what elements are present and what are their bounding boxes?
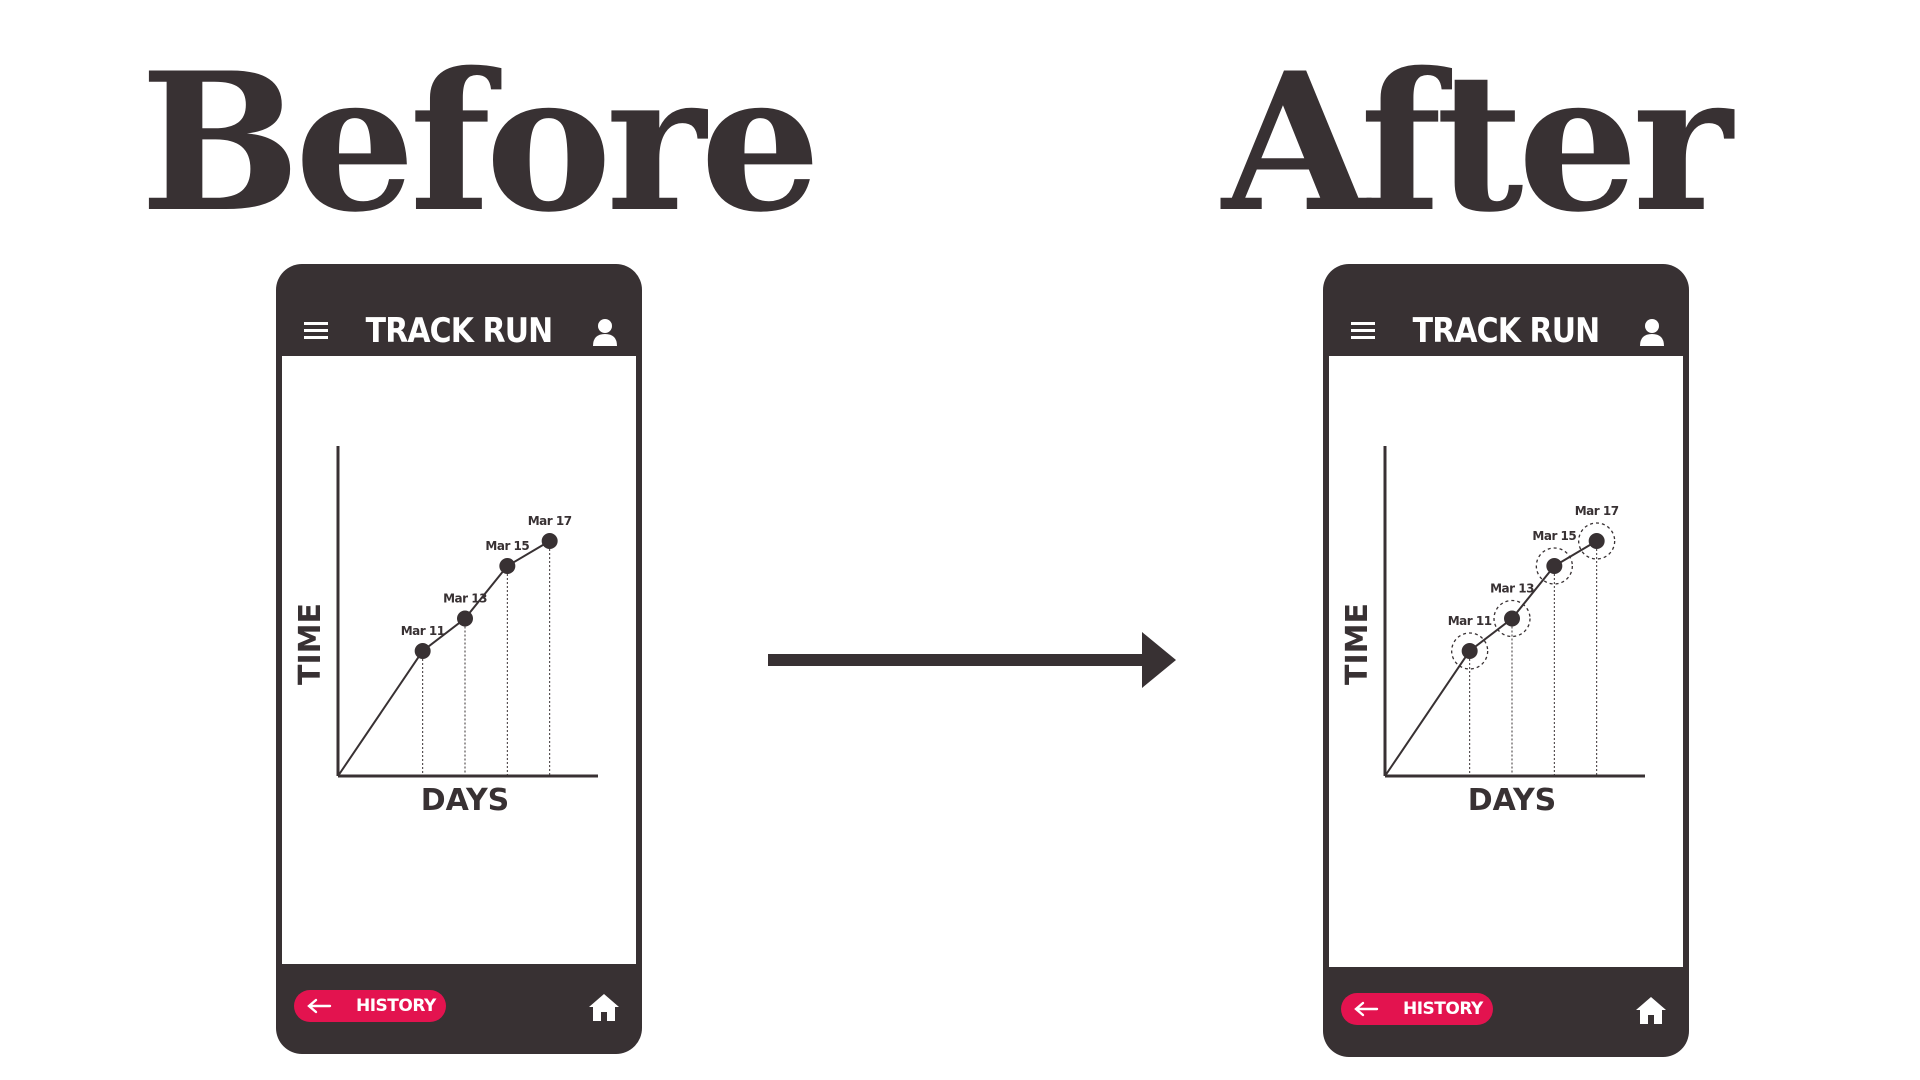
history-button[interactable]: HISTORY: [1341, 993, 1493, 1025]
run-time-chart: Mar 11 Mar 13 Mar 15 Mar 17 DAYS TIME: [1340, 446, 1645, 818]
point-label: Mar 13: [443, 592, 487, 606]
history-button[interactable]: HISTORY: [294, 990, 446, 1022]
point-label: Mar 17: [1575, 504, 1619, 518]
history-label: HISTORY: [1403, 999, 1483, 1019]
x-axis-label: DAYS: [421, 783, 510, 818]
user-icon[interactable]: [1639, 318, 1665, 346]
point-label: Mar 11: [401, 624, 445, 638]
data-point: [1504, 610, 1520, 627]
highlight-ring: [1535, 547, 1573, 585]
menu-icon[interactable]: [1351, 322, 1375, 340]
history-label: HISTORY: [356, 996, 436, 1016]
arrow-left-icon: [1354, 1001, 1379, 1017]
app-title: TRACK RUN: [1412, 311, 1601, 351]
x-axis-label: DAYS: [1468, 783, 1557, 818]
home-icon[interactable]: [1635, 995, 1667, 1025]
phone-mockup-after: TRACK RUN Mar 11 Mar 13 Mar 15 Mar 17 DAYS TI…: [1323, 264, 1689, 1057]
series-line: [337, 540, 551, 777]
app-screen: Mar 11 Mar 13 Mar 15 Mar 17 DAYS TIME: [1329, 356, 1683, 967]
app-title: TRACK RUN: [365, 311, 554, 351]
y-axis-label: TIME: [1340, 603, 1375, 685]
data-point: [1588, 533, 1605, 549]
data-point: [1546, 558, 1563, 574]
point-label: Mar 17: [528, 514, 572, 528]
y-axis-label: TIME: [293, 603, 328, 685]
point-label: Mar 13: [1490, 582, 1534, 596]
app-header: TRACK RUN: [1323, 264, 1689, 356]
highlight-ring: [1578, 522, 1616, 560]
highlight-ring: [1451, 632, 1489, 670]
menu-icon[interactable]: [304, 322, 328, 340]
right-arrow-icon: [768, 632, 1176, 688]
app-header: TRACK RUN: [276, 264, 642, 356]
data-point: [499, 558, 516, 574]
run-time-chart: Mar 11 Mar 13 Mar 15 Mar 17 DAYS TIME: [293, 446, 598, 818]
home-icon[interactable]: [588, 992, 620, 1022]
series-line: [1384, 540, 1598, 777]
app-screen: Mar 11 Mar 13 Mar 15 Mar 17 DAYS TIME: [282, 356, 636, 964]
point-label: Mar 15: [1532, 529, 1576, 543]
point-label: Mar 11: [1448, 614, 1492, 628]
data-point: [414, 643, 431, 659]
after-heading: After: [1222, 31, 1733, 254]
highlight-ring: [1493, 599, 1531, 638]
phone-mockup-before: TRACK RUN Mar 11 Mar 13 Mar 15 Mar 17 DAYS TI…: [276, 264, 642, 1054]
data-point: [1461, 643, 1478, 659]
arrow-left-icon: [307, 998, 332, 1014]
data-point: [541, 533, 558, 549]
data-point: [457, 610, 473, 627]
user-icon[interactable]: [592, 318, 618, 346]
point-label: Mar 15: [485, 539, 529, 553]
before-heading: Before: [140, 31, 821, 254]
